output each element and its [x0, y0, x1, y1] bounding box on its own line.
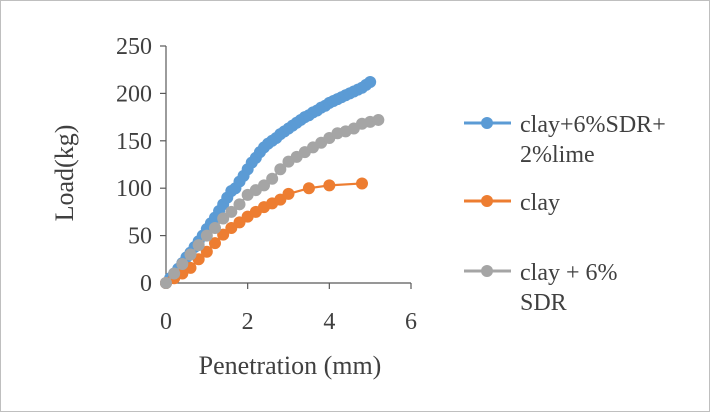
legend-label: SDR — [520, 290, 567, 316]
x-tick-label: 4 — [323, 309, 335, 335]
y-tick-label: 100 — [116, 176, 152, 202]
data-point — [372, 113, 385, 126]
legend-entry: clay + 6% SDR — [464, 260, 618, 316]
x-tick-label: 2 — [242, 309, 254, 335]
series-2 — [160, 113, 385, 289]
x-tick-label: 0 — [160, 309, 172, 335]
legend: clay+6%SDR+ 2%lime clay clay + 6% SDR — [464, 112, 666, 316]
data-point — [323, 179, 336, 192]
y-tick-label: 250 — [116, 34, 152, 60]
legend-label: clay+6%SDR+ — [520, 112, 666, 138]
data-point — [209, 237, 221, 250]
data-point — [266, 172, 279, 185]
x-axis-title: Penetration (mm) — [199, 351, 382, 380]
x-tick-label: 6 — [405, 309, 417, 335]
y-tick-label: 150 — [116, 129, 152, 155]
series-layer — [160, 76, 385, 289]
y-axis-title: Load(kg) — [50, 125, 79, 222]
data-point — [302, 182, 315, 195]
data-point — [200, 245, 213, 258]
data-point — [160, 277, 172, 289]
legend-entry: clay — [464, 190, 560, 216]
legend-label: clay — [520, 190, 560, 216]
data-point — [217, 212, 230, 225]
data-point — [364, 76, 377, 89]
data-point — [176, 258, 189, 271]
legend-swatch-marker — [481, 117, 493, 129]
y-tick-label: 0 — [140, 271, 152, 297]
legend-swatch-marker — [481, 195, 493, 207]
series-1 — [160, 177, 368, 289]
legend-label: clay + 6% — [520, 260, 618, 286]
data-point — [225, 205, 238, 218]
data-point — [356, 177, 368, 190]
legend-swatch-marker — [481, 265, 493, 277]
data-point — [184, 248, 197, 261]
data-point — [209, 222, 221, 235]
data-point — [200, 229, 213, 242]
data-point — [233, 198, 246, 211]
y-tick-label: 50 — [128, 224, 152, 250]
data-point — [192, 239, 205, 252]
data-point — [282, 187, 295, 200]
axis-ticks: 0 50 100 150 200 250 0 2 4 6 — [116, 34, 417, 335]
data-point — [168, 267, 181, 280]
data-point — [274, 163, 287, 176]
y-tick-label: 200 — [116, 81, 152, 107]
data-point — [258, 179, 270, 192]
data-point — [217, 228, 230, 241]
legend-label: 2%lime — [520, 142, 595, 168]
legend-entry: clay+6%SDR+ 2%lime — [464, 112, 666, 168]
